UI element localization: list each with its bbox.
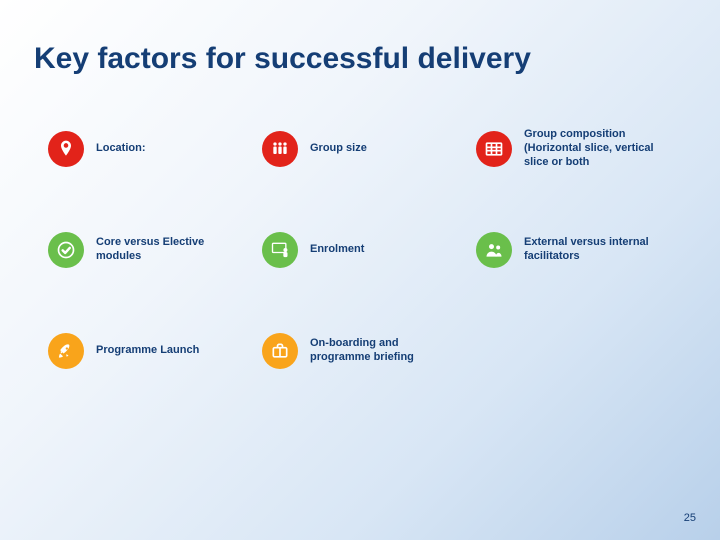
factors-grid: Location: Group size Group composition (… xyxy=(0,76,720,372)
factor-group-size: Group size xyxy=(262,128,468,169)
slide-title: Key factors for successful delivery xyxy=(0,0,720,76)
factor-label: Enrolment xyxy=(310,243,364,257)
factor-label: Programme Launch xyxy=(96,344,199,358)
factor-label: Group size xyxy=(310,142,367,156)
factor-label: Core versus Elective modules xyxy=(96,236,236,264)
factor-label: Location: xyxy=(96,142,146,156)
factor-facilitators: External versus internal facilitators xyxy=(476,229,682,270)
factor-location: Location: xyxy=(48,128,254,169)
group-size-icon xyxy=(262,131,298,167)
factor-enrolment: Enrolment xyxy=(262,229,468,270)
factor-label: External versus internal facilitators xyxy=(524,236,664,264)
page-number: 25 xyxy=(684,512,696,524)
factor-programme-launch: Programme Launch xyxy=(48,331,254,372)
location-icon xyxy=(48,131,84,167)
empty-cell xyxy=(476,331,682,372)
grid-icon xyxy=(476,131,512,167)
factor-label: On-boarding and programme briefing xyxy=(310,337,450,365)
check-icon xyxy=(48,232,84,268)
people-icon xyxy=(476,232,512,268)
rocket-icon xyxy=(48,333,84,369)
briefcase-icon xyxy=(262,333,298,369)
factor-onboarding: On-boarding and programme briefing xyxy=(262,331,468,372)
factor-label: Group composition (Horizontal slice, ver… xyxy=(524,128,664,169)
factor-core-elective: Core versus Elective modules xyxy=(48,229,254,270)
teach-icon xyxy=(262,232,298,268)
factor-group-composition: Group composition (Horizontal slice, ver… xyxy=(476,128,682,169)
